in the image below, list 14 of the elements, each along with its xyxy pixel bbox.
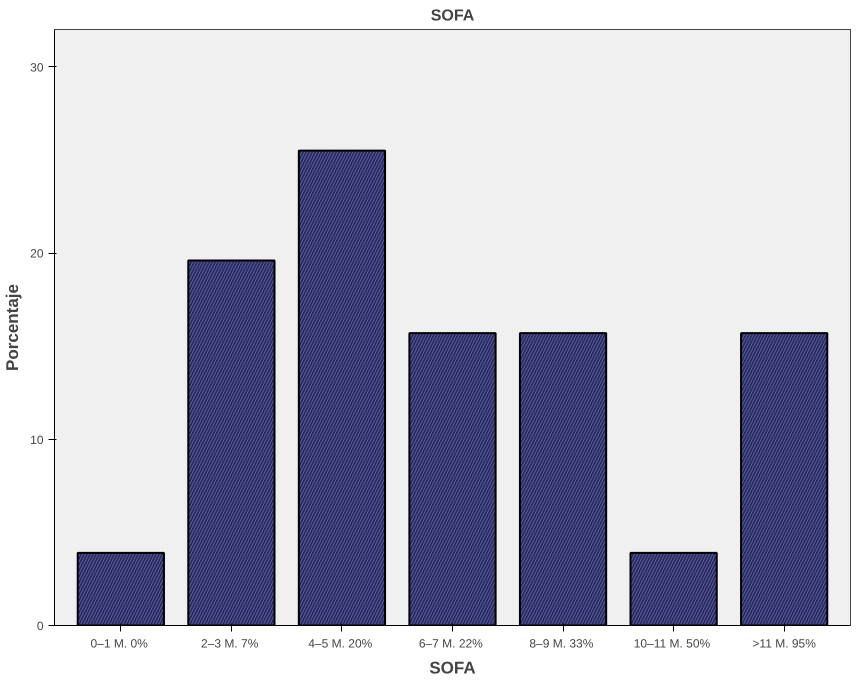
- x-tick-label: 6–7 M. 22%: [418, 636, 484, 650]
- y-tick-label: 10: [30, 432, 44, 447]
- y-tick-label: 20: [30, 246, 44, 260]
- y-tick-label: 0: [36, 619, 44, 633]
- x-tick-label: 8–9 M. 33%: [529, 636, 594, 650]
- x-tick-label: 4–5 M. 20%: [308, 636, 373, 650]
- y-axis-title: Porcentaje: [3, 284, 22, 371]
- x-tick-label: 10–11 M. 50%: [634, 636, 711, 650]
- x-axis-title: SOFA: [429, 658, 476, 678]
- x-tick-label: >11 M. 95%: [752, 636, 816, 650]
- x-tick-label: 0–1 M. 0%: [90, 636, 148, 650]
- x-tick-label: 2–3 M. 7%: [201, 636, 259, 650]
- chart-title: SOFA: [430, 8, 475, 24]
- y-tick-label: 30: [30, 60, 44, 74]
